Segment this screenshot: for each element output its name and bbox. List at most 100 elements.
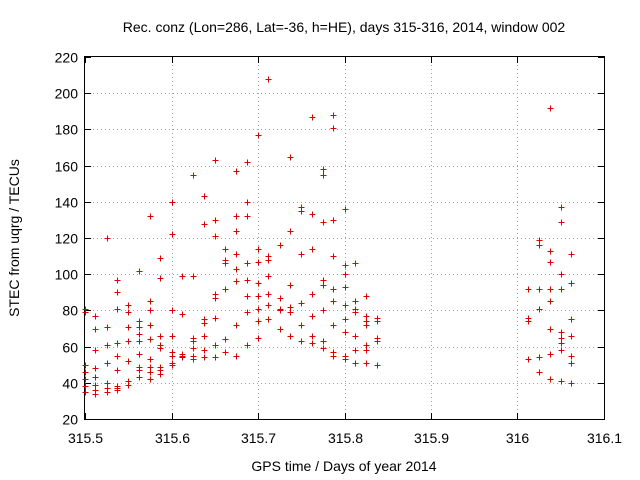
data-point (330, 298, 337, 305)
data-point (136, 374, 143, 381)
data-point (568, 353, 575, 360)
data-point (136, 268, 143, 275)
data-point (330, 353, 337, 360)
data-point (287, 333, 294, 340)
data-point (265, 257, 272, 264)
data-point (233, 353, 240, 360)
data-point (147, 307, 154, 314)
data-point (558, 271, 565, 278)
x-tick-label: 315.9 (414, 430, 449, 446)
data-point (374, 338, 381, 345)
data-point (255, 306, 262, 313)
data-point (309, 114, 316, 121)
y-tick-label: 100 (55, 267, 79, 283)
data-point (265, 302, 272, 309)
x-tick-label: 315.6 (155, 430, 190, 446)
data-point (114, 353, 121, 360)
data-point (244, 293, 251, 300)
data-point (558, 378, 565, 385)
data-point (287, 309, 294, 316)
data-point (255, 132, 262, 139)
data-point (244, 213, 251, 220)
data-point (536, 286, 543, 293)
data-point (233, 322, 240, 329)
data-point (330, 217, 337, 224)
data-point (352, 309, 359, 316)
data-point (255, 293, 262, 300)
data-point (201, 320, 208, 327)
data-point (558, 204, 565, 211)
data-point (374, 362, 381, 369)
y-tick-label: 140 (55, 195, 79, 211)
data-point (568, 280, 575, 287)
data-point (147, 322, 154, 329)
grid-lines (85, 57, 604, 419)
data-point (244, 342, 251, 349)
data-point (125, 309, 132, 316)
data-point (92, 365, 99, 372)
data-points (82, 76, 575, 398)
data-point (92, 347, 99, 354)
data-point (136, 351, 143, 358)
data-point (125, 358, 132, 365)
data-point (147, 369, 154, 376)
data-point (201, 221, 208, 228)
data-point (568, 251, 575, 258)
data-point (104, 389, 111, 396)
data-point (190, 356, 197, 363)
data-point (190, 338, 197, 345)
data-point (558, 340, 565, 347)
data-point (536, 369, 543, 376)
data-point (157, 371, 164, 378)
data-point (82, 389, 89, 396)
data-point (309, 246, 316, 253)
data-point (255, 259, 262, 266)
data-point (287, 228, 294, 235)
data-point (222, 336, 229, 343)
data-point (92, 391, 99, 398)
data-point (298, 322, 305, 329)
data-point (342, 302, 349, 309)
data-point (374, 318, 381, 325)
data-point (298, 300, 305, 307)
data-point (212, 315, 219, 322)
data-point (277, 326, 284, 333)
x-tick-label: 316 (506, 430, 530, 446)
data-point (179, 311, 186, 318)
data-point (212, 342, 219, 349)
y-tick-label: 200 (55, 86, 79, 102)
data-point (255, 280, 262, 287)
data-point (547, 351, 554, 358)
data-point (568, 333, 575, 340)
data-point (342, 316, 349, 323)
x-tick-label: 315.5 (68, 430, 103, 446)
data-point (157, 255, 164, 262)
data-point (114, 340, 121, 347)
data-point (136, 367, 143, 374)
data-point (212, 233, 219, 240)
data-point (244, 260, 251, 267)
data-point (92, 313, 99, 320)
data-point (169, 353, 176, 360)
x-tick-label: 315.7 (241, 430, 276, 446)
data-point (568, 380, 575, 387)
data-point (287, 154, 294, 161)
data-point (547, 286, 554, 293)
data-point (298, 338, 305, 345)
data-point (212, 295, 219, 302)
data-point (233, 213, 240, 220)
data-point (136, 331, 143, 338)
data-point (265, 273, 272, 280)
data-point (298, 208, 305, 215)
data-point (568, 316, 575, 323)
data-point (82, 362, 89, 369)
data-point (547, 259, 554, 266)
data-point (222, 246, 229, 253)
data-point (342, 262, 349, 269)
data-point (320, 166, 327, 173)
data-point (330, 322, 337, 329)
data-point (125, 338, 132, 345)
axis-ticks: 20 40 60 80 100 120 140 160 180 200 220 315.5 315.6 3… (55, 50, 623, 447)
data-point (244, 199, 251, 206)
